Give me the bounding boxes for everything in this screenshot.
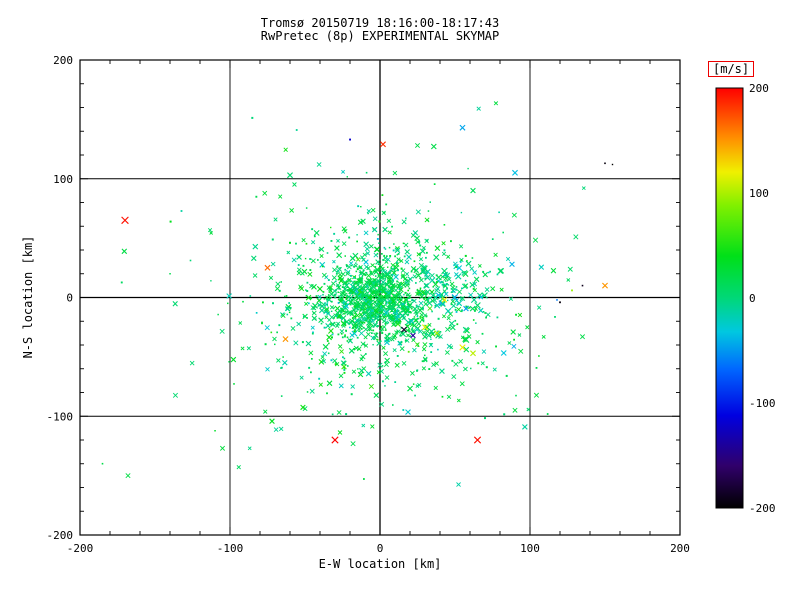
chart-title-line2: RwPretec (8p) EXPERIMENTAL SKYMAP	[260, 29, 500, 43]
colorbar-gradient	[715, 87, 744, 509]
y-axis-label: N-S location [km]	[21, 235, 35, 359]
axes	[79, 59, 681, 536]
grid-lines	[80, 60, 680, 535]
y-tick-label: -200	[47, 529, 74, 542]
colorbar-tick-label: 200	[749, 82, 769, 95]
chart-title: Tromsø 20150719 18:16:00-18:17:43 RwPret…	[80, 17, 680, 43]
y-tick-label: 200	[53, 54, 73, 67]
colorbar-tick-label: -200	[749, 502, 776, 515]
x-tick-label: -100	[217, 542, 244, 555]
colorbar: 200 100 0 -100 -200	[715, 82, 776, 515]
x-tick-label: -200	[67, 542, 94, 555]
y-tick-label: 0	[66, 292, 73, 305]
y-tick-label: 100	[53, 173, 73, 186]
colorbar-tick-label: -100	[749, 397, 776, 410]
x-tick-label: 100	[520, 542, 540, 555]
colorbar-tick-label: 100	[749, 187, 769, 200]
y-tick-label: -100	[47, 410, 74, 423]
colorbar-tick-label: 0	[749, 292, 756, 305]
colorbar-label: [m/s]	[708, 61, 755, 77]
chart-title-line1: Tromsø 20150719 18:16:00-18:17:43	[260, 16, 500, 30]
scatter-points	[101, 101, 614, 487]
x-tick-label: 200	[670, 542, 690, 555]
tick-labels: -200 -100 0 100 200 -200 -100 0 100 200	[47, 54, 690, 555]
x-tick-label: 0	[377, 542, 384, 555]
x-axis-label: E-W location [km]	[318, 557, 442, 571]
